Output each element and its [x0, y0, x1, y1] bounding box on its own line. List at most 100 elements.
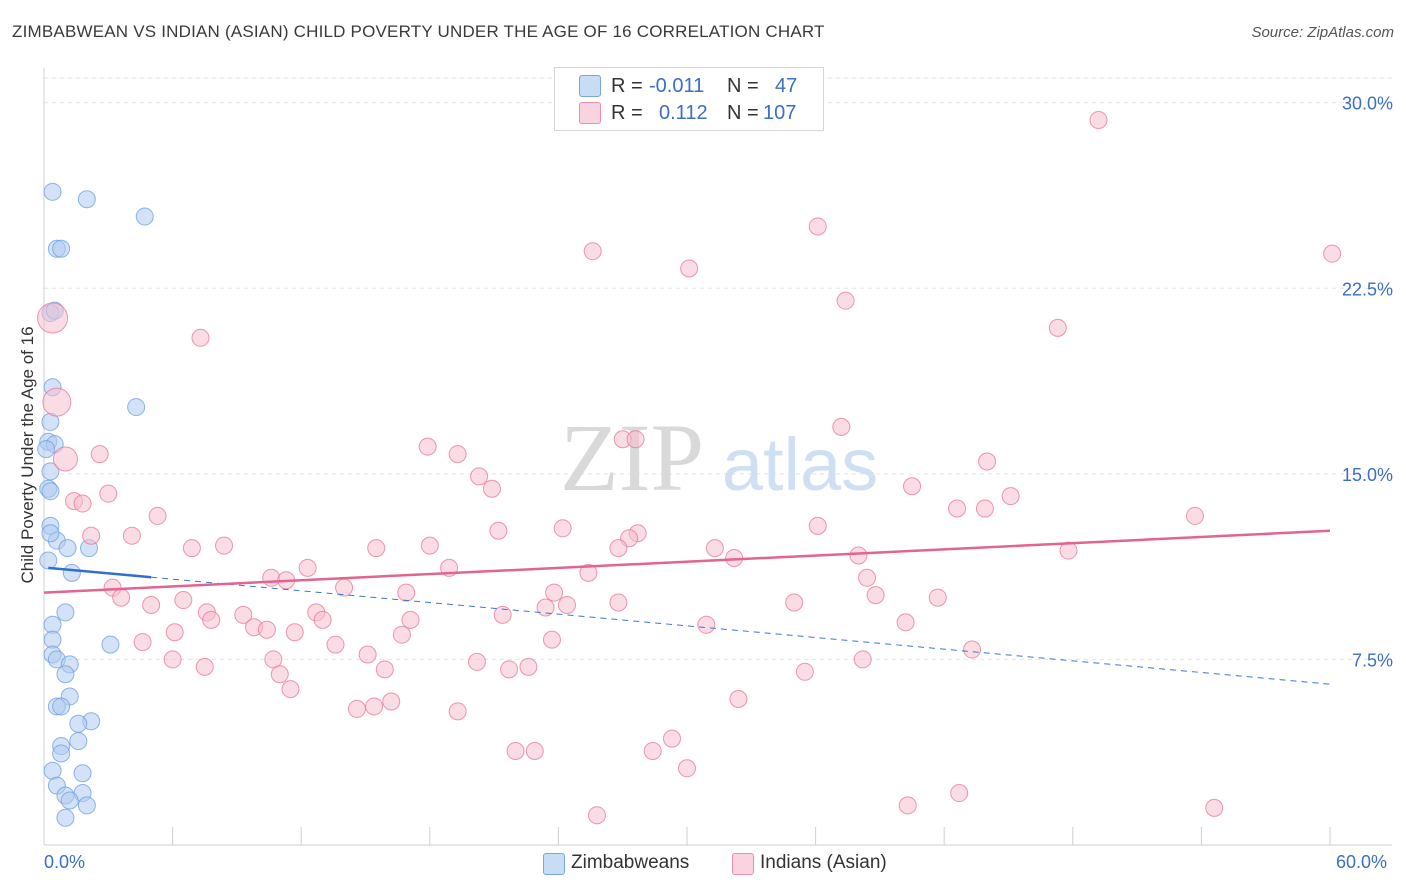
point-indian [557, 596, 576, 615]
point-indian [142, 596, 161, 615]
point-zimbabwean [41, 482, 60, 501]
point-indian [335, 578, 354, 597]
point-indian [148, 506, 167, 525]
legend-swatch-indians [579, 102, 601, 124]
point-indian [832, 417, 851, 436]
point-indian [234, 605, 253, 624]
point-indian [195, 657, 214, 676]
point-indian [579, 563, 598, 582]
point-zimbabwean [77, 796, 96, 815]
point-indian [697, 615, 716, 634]
point-indian [500, 660, 519, 679]
point-indian [392, 625, 411, 644]
legend-r-label: R = [611, 102, 643, 124]
point-indian [1205, 798, 1224, 817]
source-label: Source: ZipAtlas.com [1251, 24, 1394, 41]
point-indian [448, 702, 467, 721]
point-indian [808, 516, 827, 535]
point-indian [257, 620, 276, 639]
legend-swatch-indians [732, 853, 754, 875]
point-indian [626, 430, 645, 449]
point-indian [82, 526, 101, 545]
point-indian [795, 662, 814, 681]
point-zimbabwean [41, 524, 60, 543]
point-indian [182, 539, 201, 558]
point-zimbabwean [58, 539, 77, 558]
point-indian [467, 652, 486, 671]
point-indian [298, 558, 317, 577]
point-indian [525, 741, 544, 760]
point-zimbabwean [43, 761, 62, 780]
point-indian [270, 665, 289, 684]
point-indian [202, 610, 221, 629]
point-indian [133, 633, 152, 652]
point-zimbabwean [69, 714, 88, 733]
point-indian [536, 598, 555, 617]
point-indian [326, 635, 345, 654]
point-indian [365, 697, 384, 716]
point-indian [52, 446, 78, 472]
point-zimbabwean [56, 808, 75, 827]
point-indian [489, 521, 508, 540]
y-tick-labels: 7.5% 15.0% 22.5% 30.0% [1342, 94, 1393, 671]
legend-n-value: 107 [763, 102, 797, 124]
point-zimbabwean [43, 182, 62, 201]
point-indian [90, 445, 109, 464]
point-indian [928, 588, 947, 607]
point-zimbabwean [135, 207, 154, 226]
point-zimbabwean [73, 764, 92, 783]
point-indian [662, 729, 681, 748]
point-indian [1089, 111, 1108, 130]
point-indian [397, 583, 416, 602]
trend-line-indians [43, 529, 1331, 594]
point-indian [1001, 487, 1020, 506]
point-indian [99, 484, 118, 503]
point-indian [420, 536, 439, 555]
point-indian [313, 610, 332, 629]
y-tick-label: 7.5% [1352, 650, 1393, 670]
point-indian [836, 291, 855, 310]
point-indian [853, 650, 872, 669]
point-zimbabwean [62, 563, 81, 582]
point-indian [542, 630, 561, 649]
point-indian [1048, 318, 1067, 337]
point-indian [587, 806, 606, 825]
point-indian [609, 593, 628, 612]
trend-lines [43, 529, 1331, 685]
point-indian [1059, 541, 1078, 560]
point-indian [448, 445, 467, 464]
point-indian [285, 623, 304, 642]
point-indian [262, 568, 281, 587]
point-indian [866, 586, 885, 605]
point-indian [482, 479, 501, 498]
point-zimbabwean [60, 791, 79, 810]
point-indian [705, 539, 724, 558]
point-indian [896, 613, 915, 632]
point-zimbabwean [69, 732, 88, 751]
point-indian [264, 650, 283, 669]
point-indian [948, 499, 967, 518]
legend-n-value: 47 [775, 75, 798, 97]
watermark-zip: ZIP [560, 404, 704, 511]
point-indian [950, 784, 969, 803]
point-indian [37, 302, 69, 334]
point-zimbabwean [39, 551, 58, 570]
point-indian [1323, 244, 1342, 263]
y-tick-label: 30.0% [1342, 94, 1393, 114]
point-indian [903, 477, 922, 496]
point-indian [898, 796, 917, 815]
watermark-atlas: atlas [722, 423, 878, 506]
y-tick-label: 22.5% [1342, 279, 1393, 299]
point-indian [215, 536, 234, 555]
legend-swatch-zimbabweans [579, 75, 601, 97]
point-indian [358, 645, 377, 664]
correlation-legend: R = -0.011 N = 47 R = 0.112 N = 107 [554, 67, 824, 131]
point-indian [42, 387, 72, 417]
series-zimbabweans [37, 182, 154, 827]
point-zimbabwean [41, 462, 60, 481]
point-zimbabwean [52, 239, 71, 258]
point-indian [174, 591, 193, 610]
point-zimbabwean [37, 440, 56, 459]
point-indian [493, 605, 512, 624]
